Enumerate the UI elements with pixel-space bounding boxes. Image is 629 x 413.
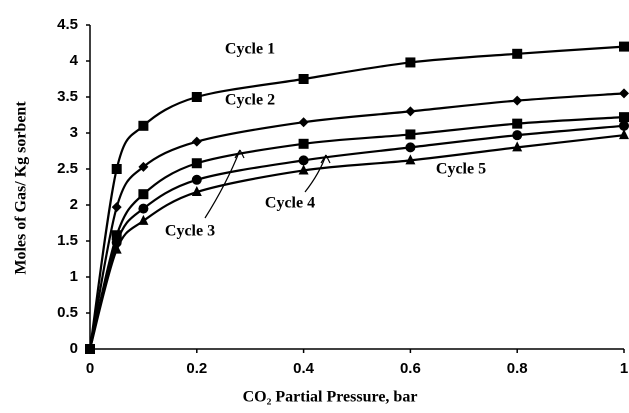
y-tick-label: 1: [70, 268, 78, 285]
y-tick-label: 0: [70, 340, 78, 357]
series-label: Cycle 4: [265, 195, 315, 212]
y-tick-label: 2.5: [57, 160, 78, 177]
y-tick-label: 4.5: [57, 16, 78, 33]
marker: [191, 136, 202, 147]
y-tick-label: 3: [70, 124, 78, 141]
y-tick-label: 1.5: [57, 232, 78, 249]
y-tick-label: 2: [70, 196, 78, 213]
marker: [619, 112, 629, 123]
series-label: Cycle 2: [225, 92, 275, 109]
marker: [111, 243, 122, 254]
y-axis-title: Moles of Gas/ Kg sorbent: [13, 101, 30, 275]
marker: [298, 164, 309, 175]
marker: [405, 129, 416, 140]
marker: [298, 138, 309, 149]
marker: [191, 186, 202, 197]
x-tick-label: 1: [620, 360, 628, 377]
marker: [619, 120, 629, 131]
marker: [298, 117, 309, 128]
marker: [512, 118, 523, 129]
series-line: [88, 45, 625, 350]
y-tick-label: 4: [70, 52, 79, 69]
marker: [405, 57, 416, 68]
marker: [138, 120, 149, 131]
marker: [111, 230, 122, 241]
marker: [405, 142, 416, 153]
marker: [619, 129, 629, 140]
x-tick-label: 0.2: [186, 360, 207, 377]
marker: [512, 95, 523, 106]
marker: [512, 48, 523, 59]
marker: [512, 130, 523, 141]
marker: [111, 202, 122, 213]
marker: [138, 161, 149, 172]
arrow-head: [320, 154, 331, 164]
marker: [191, 174, 202, 185]
x-tick-label: 0: [86, 360, 94, 377]
arrow-head: [234, 149, 245, 159]
x-axis-title: CO₂ Partial Pressure, bar: [243, 389, 418, 406]
series-line: [88, 134, 625, 350]
marker: [619, 88, 629, 99]
marker: [405, 154, 416, 165]
series-label: Cycle 5: [436, 161, 486, 178]
x-tick-label: 0.8: [507, 360, 528, 377]
marker: [298, 74, 309, 84]
marker: [512, 141, 523, 152]
series-label: Cycle 3: [165, 223, 215, 240]
marker: [111, 164, 122, 174]
marker: [191, 92, 202, 102]
marker: [138, 214, 149, 225]
marker: [405, 106, 416, 117]
series-label: Cycle 1: [225, 41, 275, 58]
y-tick-label: 3.5: [57, 88, 78, 105]
marker: [138, 203, 149, 214]
marker: [298, 155, 309, 166]
y-tick-label: 0.5: [57, 304, 78, 321]
x-tick-label: 0.6: [400, 360, 421, 377]
arrow: [304, 154, 327, 193]
marker: [191, 158, 202, 169]
marker: [138, 189, 149, 200]
marker: [85, 343, 95, 353]
marker: [619, 41, 629, 52]
x-tick-label: 0.4: [293, 360, 315, 377]
